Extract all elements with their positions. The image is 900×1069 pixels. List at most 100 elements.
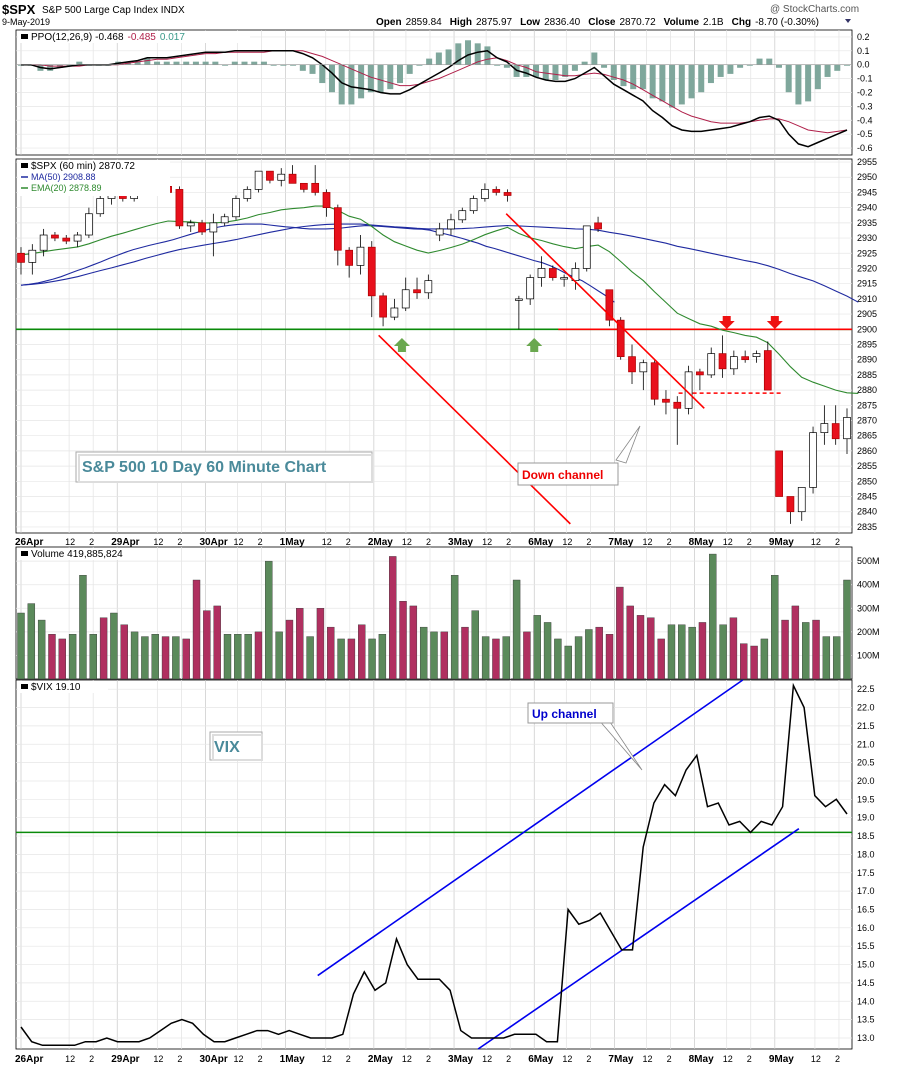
ppo-histogram-bar [484,46,491,65]
quote-high-value: 2875.97 [476,17,513,28]
volume-bar [771,575,779,680]
ppo-histogram-bar [805,64,812,102]
dropdown-icon [845,19,851,23]
y-tick-label: 16.5 [857,904,875,914]
quote-low-label: Low [520,17,540,28]
volume-bar [79,575,87,680]
x-tick-label: 12 [322,537,332,547]
quote-volume-label: Volume [664,17,700,28]
ppo-histogram-bar [387,64,394,90]
volume-bar [347,638,356,680]
volume-bar [440,631,449,680]
ppo-histogram-bar [396,64,403,84]
ppo-histogram-bar [610,64,617,80]
y-tick-label: 2910 [857,294,877,304]
x-tick-label: 12 [723,537,733,547]
volume-bar [244,634,252,680]
volume-bar [843,579,851,680]
x-tick-label: 26Apr [15,1054,43,1065]
candle-body [254,170,263,190]
candle-body [232,198,240,218]
y-tick-label: 2900 [857,324,877,334]
ppo-histogram-bar [707,64,714,84]
y-tick-label: 2840 [857,507,877,517]
ppo-histogram-bar [222,64,229,66]
volume-bar [89,634,97,680]
y-tick-label: 2945 [857,187,877,197]
x-tick-label: 1May [280,1054,305,1065]
ma50-line [20,223,615,303]
volume-bar [605,634,614,680]
candle-body [763,350,772,391]
ppo-histogram-bar [746,64,753,66]
ppo-histogram-bar [406,64,413,74]
volume-bar [626,605,634,680]
volume-bar [409,605,418,680]
candle-body [266,170,274,181]
y-tick-label: 22.0 [857,703,875,713]
ppo-histogram-bar [202,61,209,65]
vix-title-box [209,731,263,761]
x-tick-label: 2May [368,1054,393,1065]
ppo-legend-value: -0.468 [95,32,124,43]
ppo-histogram-bar [775,64,782,68]
candle-body [650,362,659,400]
ppo-histogram-bar [465,40,472,65]
candle-body [503,192,512,196]
x-tick-label: 2 [506,1054,511,1064]
ppo-histogram-bar [358,64,365,99]
volume-bar [812,619,820,680]
volume-bar [285,619,294,680]
volume-bar [554,638,562,680]
volume-bar [27,603,36,680]
y-tick-label: 2835 [857,522,877,532]
candle-body [424,280,433,294]
candle-body [175,189,184,227]
ppo-histogram-bar [814,64,821,90]
x-tick-label: 7May [608,1054,633,1065]
y-tick-label: 0.0 [857,60,870,70]
candle-body [458,210,467,221]
y-tick-label: 21.5 [857,721,875,731]
y-tick-label: 2875 [857,400,877,410]
down-channel-callout-box [517,462,619,486]
header-watermark: @ StockCharts.com [770,4,859,15]
ppo-histogram-bar [338,64,345,105]
y-tick-label: 18.5 [857,831,875,841]
x-tick-label: 12 [723,1054,733,1064]
volume-bar [688,626,696,680]
candle-body [186,222,195,227]
down-channel-callout-pointer [615,425,641,464]
volume-bar [337,638,345,680]
x-tick-label: 7May [608,537,633,548]
volume-bar [161,636,170,680]
candle-body [797,487,806,513]
y-tick-label: 19.5 [857,794,875,804]
ppo-histogram-bar [844,64,850,66]
candle-body [515,298,523,301]
y-tick-label: 13.0 [857,1033,875,1043]
ppo-histogram-bar [542,64,549,80]
candle-body [198,222,206,233]
volume-bar [316,608,325,680]
price-legend-ema20: EMA(20) 2878.89 [31,183,102,193]
candle-body [28,249,37,263]
y-tick-label: 2930 [857,233,877,243]
candle-body [820,423,829,434]
volume-bar [141,636,149,680]
ppo-histogram-bar [377,64,384,93]
green-up-arrow [526,338,543,352]
candle-body [51,234,59,239]
volume-bar [254,631,263,680]
x-tick-label: 2 [835,537,840,547]
candle-body [447,219,455,230]
candle-body [243,189,252,199]
y-tick-label: 2955 [857,157,877,167]
x-tick-label: 12 [402,1054,412,1064]
ppo-histogram-bar [562,64,569,77]
header-symbol: $SPX [2,2,36,17]
candle-body [729,356,738,370]
green-up-arrow [393,338,410,352]
candle-body [526,277,535,300]
ppo-histogram-bar [435,52,442,65]
